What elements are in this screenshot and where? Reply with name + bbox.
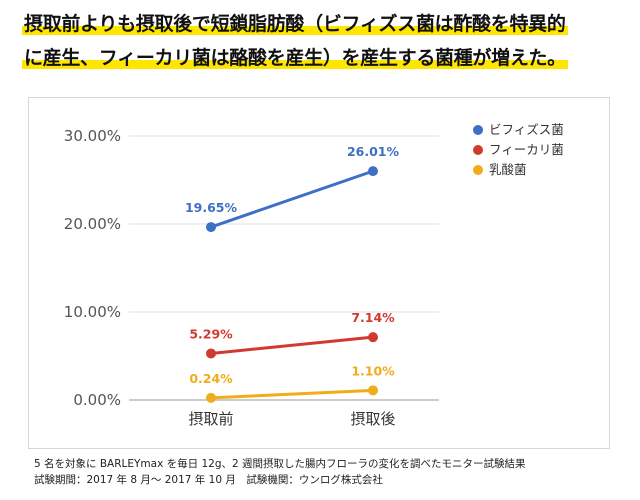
chart-frame: 0.00% 10.00% 20.00% 30.00% 摂取前 摂取後 19.65% 26.01… [28, 97, 610, 449]
legend-label-2: 乳酸菌 [489, 162, 527, 177]
footnote: 5 名を対象に BARLEYmax を毎日 12g、2 週間摂取した腸内フローラ… [34, 456, 526, 488]
footnote-line-1: 5 名を対象に BARLEYmax を毎日 12g、2 週間摂取した腸内フローラ… [34, 458, 526, 470]
data-point-1-1 [368, 332, 378, 343]
legend-label-1: フィーカリ菌 [489, 142, 564, 157]
data-point-0-1 [368, 166, 378, 177]
data-point-0-0 [206, 222, 216, 233]
data-point-1-0 [206, 348, 216, 359]
line-chart: 0.00% 10.00% 20.00% 30.00% 摂取前 摂取後 19.65% 26.01… [64, 122, 564, 428]
headline-line-2: に産生、フィーカリ菌は酪酸を産生）を産生する菌種が増えた。 [22, 44, 568, 72]
headline-line-1: 摂取前よりも摂取後で短鎖脂肪酸（ビフィズス菌は酢酸を特異的 [22, 10, 568, 38]
data-label-2-0: 0.24% [189, 371, 233, 386]
data-point-2-0 [206, 392, 216, 403]
legend-marker-1 [473, 145, 483, 155]
data-label-0-0: 19.65% [185, 200, 238, 215]
x-tick-label-0: 摂取前 [188, 410, 233, 428]
data-label-0-1: 26.01% [347, 144, 400, 159]
y-tick-label-1: 10.00% [64, 303, 121, 321]
legend-marker-2 [473, 165, 483, 175]
legend-label-0: ビフィズス菌 [489, 122, 564, 137]
headline: 摂取前よりも摂取後で短鎖脂肪酸（ビフィズス菌は酢酸を特異的 に産生、フィーカリ菌… [22, 10, 622, 78]
footnote-line-2: 試験期間：2017 年 8 月～ 2017 年 10 月 試験機関：ウンログ株式… [34, 474, 383, 486]
legend-marker-0 [473, 125, 483, 135]
data-label-2-1: 1.10% [351, 363, 395, 378]
series-line-1 [209, 335, 375, 355]
y-tick-label-0: 0.00% [73, 391, 121, 409]
series-line-2 [209, 388, 375, 400]
data-label-1-1: 7.14% [351, 310, 395, 325]
x-tick-label-1: 摂取後 [350, 410, 395, 428]
y-tick-label-2: 20.00% [64, 215, 121, 233]
data-point-2-1 [368, 385, 378, 396]
y-tick-label-3: 30.00% [64, 127, 121, 145]
data-label-1-0: 5.29% [189, 326, 233, 341]
series-line-0 [209, 169, 375, 229]
